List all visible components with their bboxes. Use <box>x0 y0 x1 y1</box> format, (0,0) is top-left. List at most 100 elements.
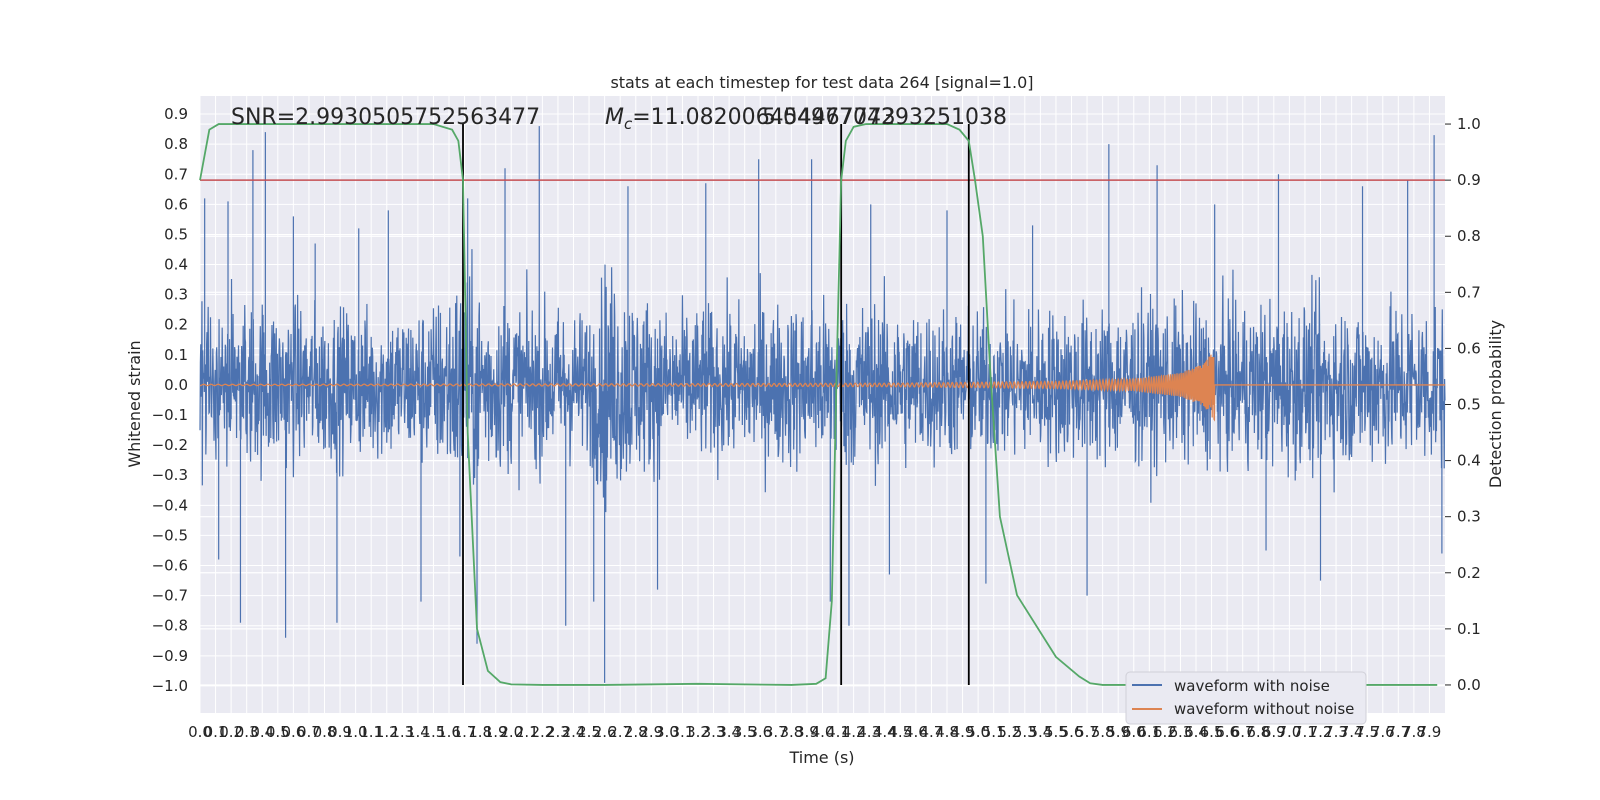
x-tick-label: 3.5 <box>733 723 757 741</box>
y-tick-label: 0.9 <box>164 105 188 123</box>
x-tick-label: 3.3 <box>702 723 726 741</box>
y-tick-label: 0.7 <box>164 165 188 183</box>
x-tick-label: 4.8 <box>935 723 959 741</box>
y2-tick-label: 0.9 <box>1457 171 1481 189</box>
x-tick-label: 2.0 <box>499 723 523 741</box>
x-tick-label: 3.7 <box>764 723 788 741</box>
snr-annotation: SNR=2.9930505752563477 <box>231 105 540 130</box>
y-tick-label: −0.5 <box>152 526 188 544</box>
y-tick-label: 0.2 <box>164 316 188 334</box>
y-tick-label: 0.8 <box>164 135 188 153</box>
y2-tick-label: 0.0 <box>1457 676 1481 694</box>
legend-label-noise: waveform with noise <box>1174 677 1330 695</box>
y2-tick-label: 0.5 <box>1457 396 1481 414</box>
y2-tick-label: 0.2 <box>1457 564 1481 582</box>
overlapping-annotation: 5.0497704293251038 <box>762 105 1007 130</box>
y-tick-label: −1.0 <box>152 677 188 695</box>
y2-axis-label: Detection probability <box>1486 320 1505 488</box>
y2-tick-label: 1.0 <box>1457 115 1481 133</box>
x-tick-label: 6.1 <box>1137 723 1161 741</box>
x-tick-label: 7.5 <box>1355 723 1379 741</box>
x-tick-label: 4.7 <box>920 723 944 741</box>
y-tick-label: 0.6 <box>164 195 188 213</box>
x-tick-label: 1.2 <box>375 723 399 741</box>
x-tick-label: 2.3 <box>546 723 570 741</box>
x-tick-label: 6.6 <box>1215 723 1239 741</box>
x-tick-label: 7.9 <box>1418 723 1442 741</box>
x-tick-label: 4.1 <box>826 723 850 741</box>
x-tick-label: 7.8 <box>1402 723 1426 741</box>
plot-area <box>199 123 1446 686</box>
x-tick-label: 2.6 <box>593 723 617 741</box>
x-tick-label: 6.7 <box>1231 723 1255 741</box>
x-tick-label: 4.3 <box>857 723 881 741</box>
x-tick-label: 3.9 <box>795 723 819 741</box>
y-tick-label: −0.1 <box>152 406 188 424</box>
x-tick-label: 3.6 <box>748 723 772 741</box>
x-tick-label: 1.0 <box>344 723 368 741</box>
y2-tick-label: 0.3 <box>1457 508 1481 526</box>
x-tick-label: 7.4 <box>1340 723 1364 741</box>
y-tick-label: −0.6 <box>152 557 188 575</box>
x-tick-label: 1.1 <box>359 723 383 741</box>
x-tick-label: 1.9 <box>484 723 508 741</box>
y-tick-label: −0.2 <box>152 436 188 454</box>
x-tick-label: 5.0 <box>966 723 990 741</box>
x-tick-label: 1.8 <box>468 723 492 741</box>
y-tick-label: 0.5 <box>164 225 188 243</box>
x-tick-label: 0.1 <box>204 723 228 741</box>
x-tick-label: 7.1 <box>1293 723 1317 741</box>
x-tick-label: 6.3 <box>1169 723 1193 741</box>
y-tick-label: −0.3 <box>152 466 188 484</box>
x-tick-label: 2.2 <box>530 723 554 741</box>
y-tick-label: −0.8 <box>152 617 188 635</box>
x-tick-label: 3.1 <box>671 723 695 741</box>
y-tick-label: 0.0 <box>164 376 188 394</box>
x-tick-label: 1.5 <box>422 723 446 741</box>
x-tick-label: 4.0 <box>811 723 835 741</box>
y2-tick-label: 0.7 <box>1457 283 1481 301</box>
x-tick-label: 2.7 <box>608 723 632 741</box>
x-tick-label: 5.7 <box>1075 723 1099 741</box>
x-tick-label: 0.0 <box>188 723 212 741</box>
x-tick-label: 5.3 <box>1013 723 1037 741</box>
x-tick-label: 2.8 <box>624 723 648 741</box>
x-tick-label: 5.9 <box>1106 723 1130 741</box>
legend-label-clean: waveform without noise <box>1174 700 1354 718</box>
x-tick-label: 0.2 <box>219 723 243 741</box>
x-tick-label: 7.6 <box>1371 723 1395 741</box>
x-axis-label: Time (s) <box>788 748 854 767</box>
x-tick-label: 2.4 <box>562 723 586 741</box>
x-tick-label: 6.5 <box>1200 723 1224 741</box>
chart-title: stats at each timestep for test data 264… <box>610 73 1033 92</box>
x-tick-label: 3.0 <box>655 723 679 741</box>
y-tick-label: 0.3 <box>164 286 188 304</box>
x-tick-label: 0.3 <box>235 723 259 741</box>
x-tick-label: 7.7 <box>1386 723 1410 741</box>
x-tick-label: 6.2 <box>1153 723 1177 741</box>
x-tick-label: 0.7 <box>297 723 321 741</box>
x-tick-label: 1.6 <box>437 723 461 741</box>
axes: 0.00.10.20.30.40.50.60.70.80.91.01.11.21… <box>152 105 1481 741</box>
x-tick-label: 0.4 <box>250 723 274 741</box>
x-tick-label: 6.0 <box>1122 723 1146 741</box>
x-tick-label: 1.7 <box>453 723 477 741</box>
y2-tick-label: 0.4 <box>1457 452 1481 470</box>
y-tick-label: −0.7 <box>152 587 188 605</box>
x-tick-label: 0.8 <box>313 723 337 741</box>
x-tick-label: 5.2 <box>997 723 1021 741</box>
x-tick-label: 7.0 <box>1277 723 1301 741</box>
x-tick-label: 1.3 <box>390 723 414 741</box>
legend-box <box>1125 671 1367 725</box>
y2-tick-label: 0.6 <box>1457 339 1481 357</box>
x-tick-label: 6.8 <box>1246 723 1270 741</box>
legend: waveform with noise waveform without noi… <box>1125 671 1367 725</box>
x-tick-label: 5.6 <box>1060 723 1084 741</box>
x-tick-label: 4.5 <box>888 723 912 741</box>
x-tick-label: 4.2 <box>842 723 866 741</box>
x-tick-label: 4.9 <box>951 723 975 741</box>
x-tick-label: 6.9 <box>1262 723 1286 741</box>
x-tick-label: 0.9 <box>328 723 352 741</box>
series-waveform-with-noise <box>199 126 1446 683</box>
chirp-mass-subscript: c <box>624 115 633 133</box>
